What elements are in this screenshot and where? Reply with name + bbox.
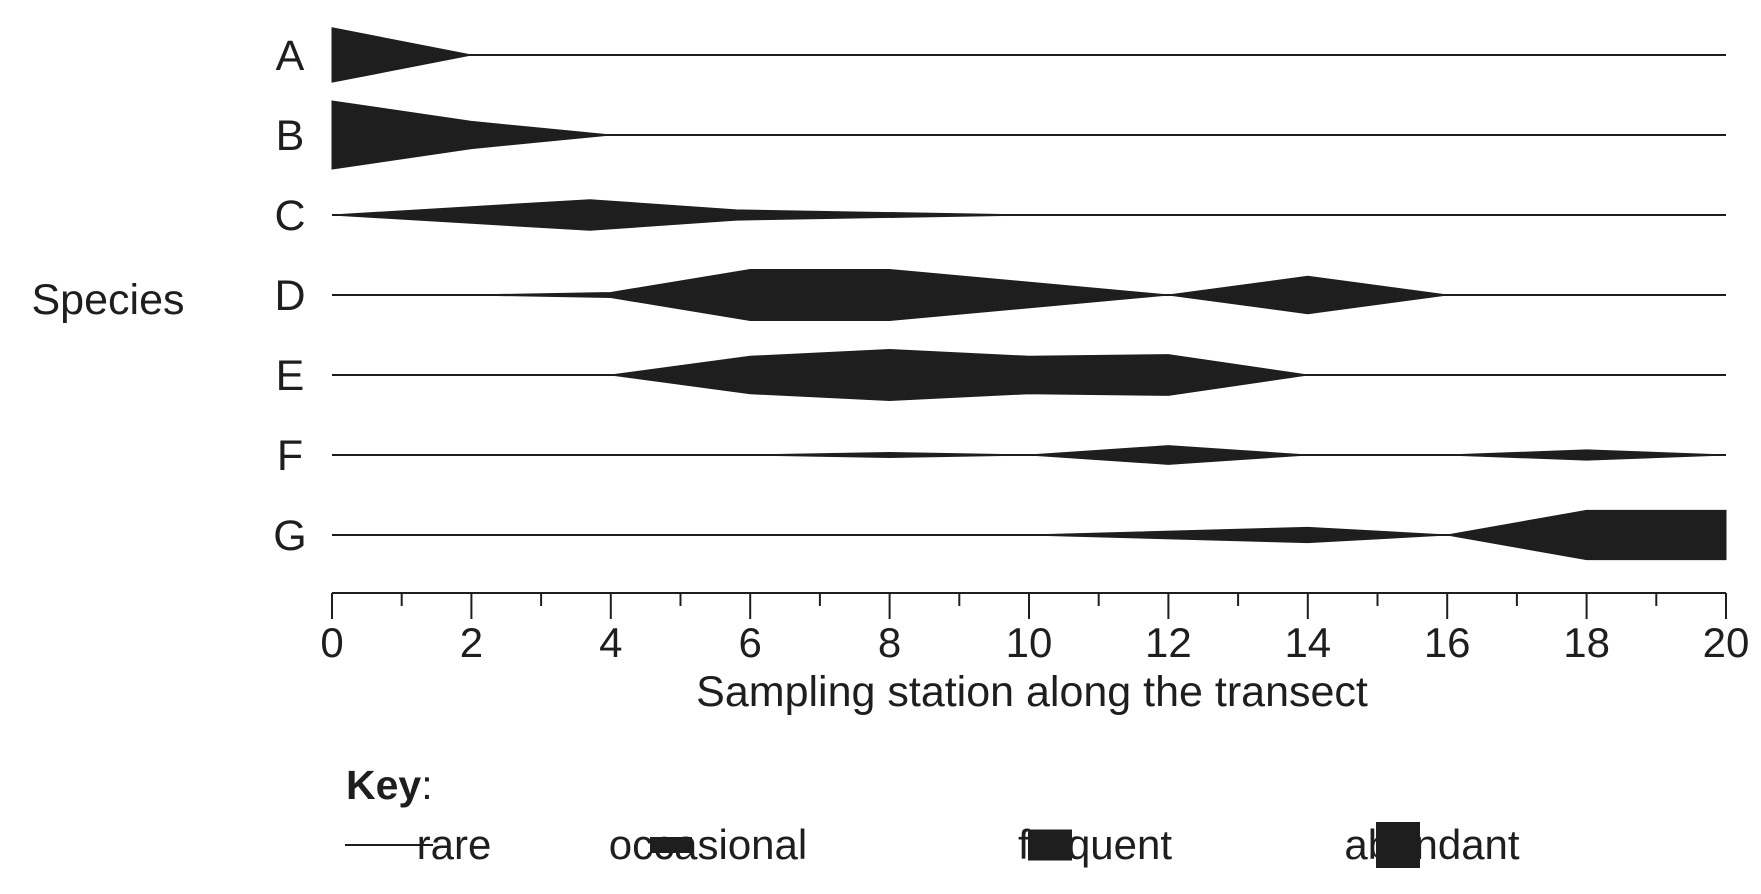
kite-shape-A xyxy=(331,27,1726,83)
kite-E: E xyxy=(276,348,1726,402)
x-tick-label-6: 6 xyxy=(739,619,762,666)
key-title-word: Key xyxy=(346,762,421,808)
kite-shape-C xyxy=(331,199,1726,231)
x-tick-label-2: 2 xyxy=(460,619,483,666)
kite-F: F xyxy=(277,432,1727,480)
x-tick-label-4: 4 xyxy=(599,619,622,666)
species-label-C: C xyxy=(274,192,305,240)
kite-shape-G xyxy=(332,509,1727,561)
key-legend: Key: rare occasional frequent abundant xyxy=(345,762,1520,868)
key-item-occasional: occasional xyxy=(609,821,807,868)
x-tick-label-20: 20 xyxy=(1703,619,1750,666)
species-label-B: B xyxy=(276,112,305,160)
kite-shape-F xyxy=(332,445,1727,465)
key-item-frequent: frequent xyxy=(1018,821,1172,868)
key-label-frequent: frequent xyxy=(1018,821,1172,868)
key-label-rare: rare xyxy=(417,821,492,868)
x-tick-label-12: 12 xyxy=(1145,619,1192,666)
key-item-rare: rare xyxy=(345,821,491,868)
key-items: rare occasional frequent abundant xyxy=(345,821,1520,868)
x-tick-label-18: 18 xyxy=(1563,619,1610,666)
x-tick-label-8: 8 xyxy=(878,619,901,666)
key-title: Key: xyxy=(346,762,433,808)
x-tick-label-16: 16 xyxy=(1424,619,1471,666)
kite-A: A xyxy=(276,27,1726,83)
kite-G: G xyxy=(273,509,1727,561)
species-label-E: E xyxy=(276,352,305,400)
y-axis-title: Species xyxy=(32,276,185,324)
key-label-occasional: occasional xyxy=(609,821,807,868)
x-axis: 0 2 4 6 8 10 12 14 16 18 20 xyxy=(320,592,1750,666)
key-swatch-abundant xyxy=(1376,822,1420,868)
x-tick-label-10: 10 xyxy=(1006,619,1053,666)
key-swatch-occasional xyxy=(650,837,692,853)
species-label-D: D xyxy=(274,272,305,320)
key-label-abundant: abundant xyxy=(1344,821,1520,868)
key-swatch-frequent xyxy=(1028,829,1072,861)
kite-shape-B xyxy=(331,100,1726,170)
x-tick-label-0: 0 xyxy=(320,619,343,666)
species-label-A: A xyxy=(276,32,305,80)
species-label-F: F xyxy=(277,432,303,480)
kite-C: C xyxy=(274,192,1726,240)
x-axis-title: Sampling station along the transect xyxy=(696,668,1368,716)
key-title-colon: : xyxy=(421,762,432,808)
species-label-G: G xyxy=(273,512,306,560)
kite-D: D xyxy=(274,269,1726,321)
x-tick-label-14: 14 xyxy=(1284,619,1331,666)
kite-shape-E xyxy=(332,348,1726,402)
kite-shape-D xyxy=(332,269,1726,321)
key-item-abundant: abundant xyxy=(1344,821,1520,868)
kite-B: B xyxy=(276,100,1726,170)
